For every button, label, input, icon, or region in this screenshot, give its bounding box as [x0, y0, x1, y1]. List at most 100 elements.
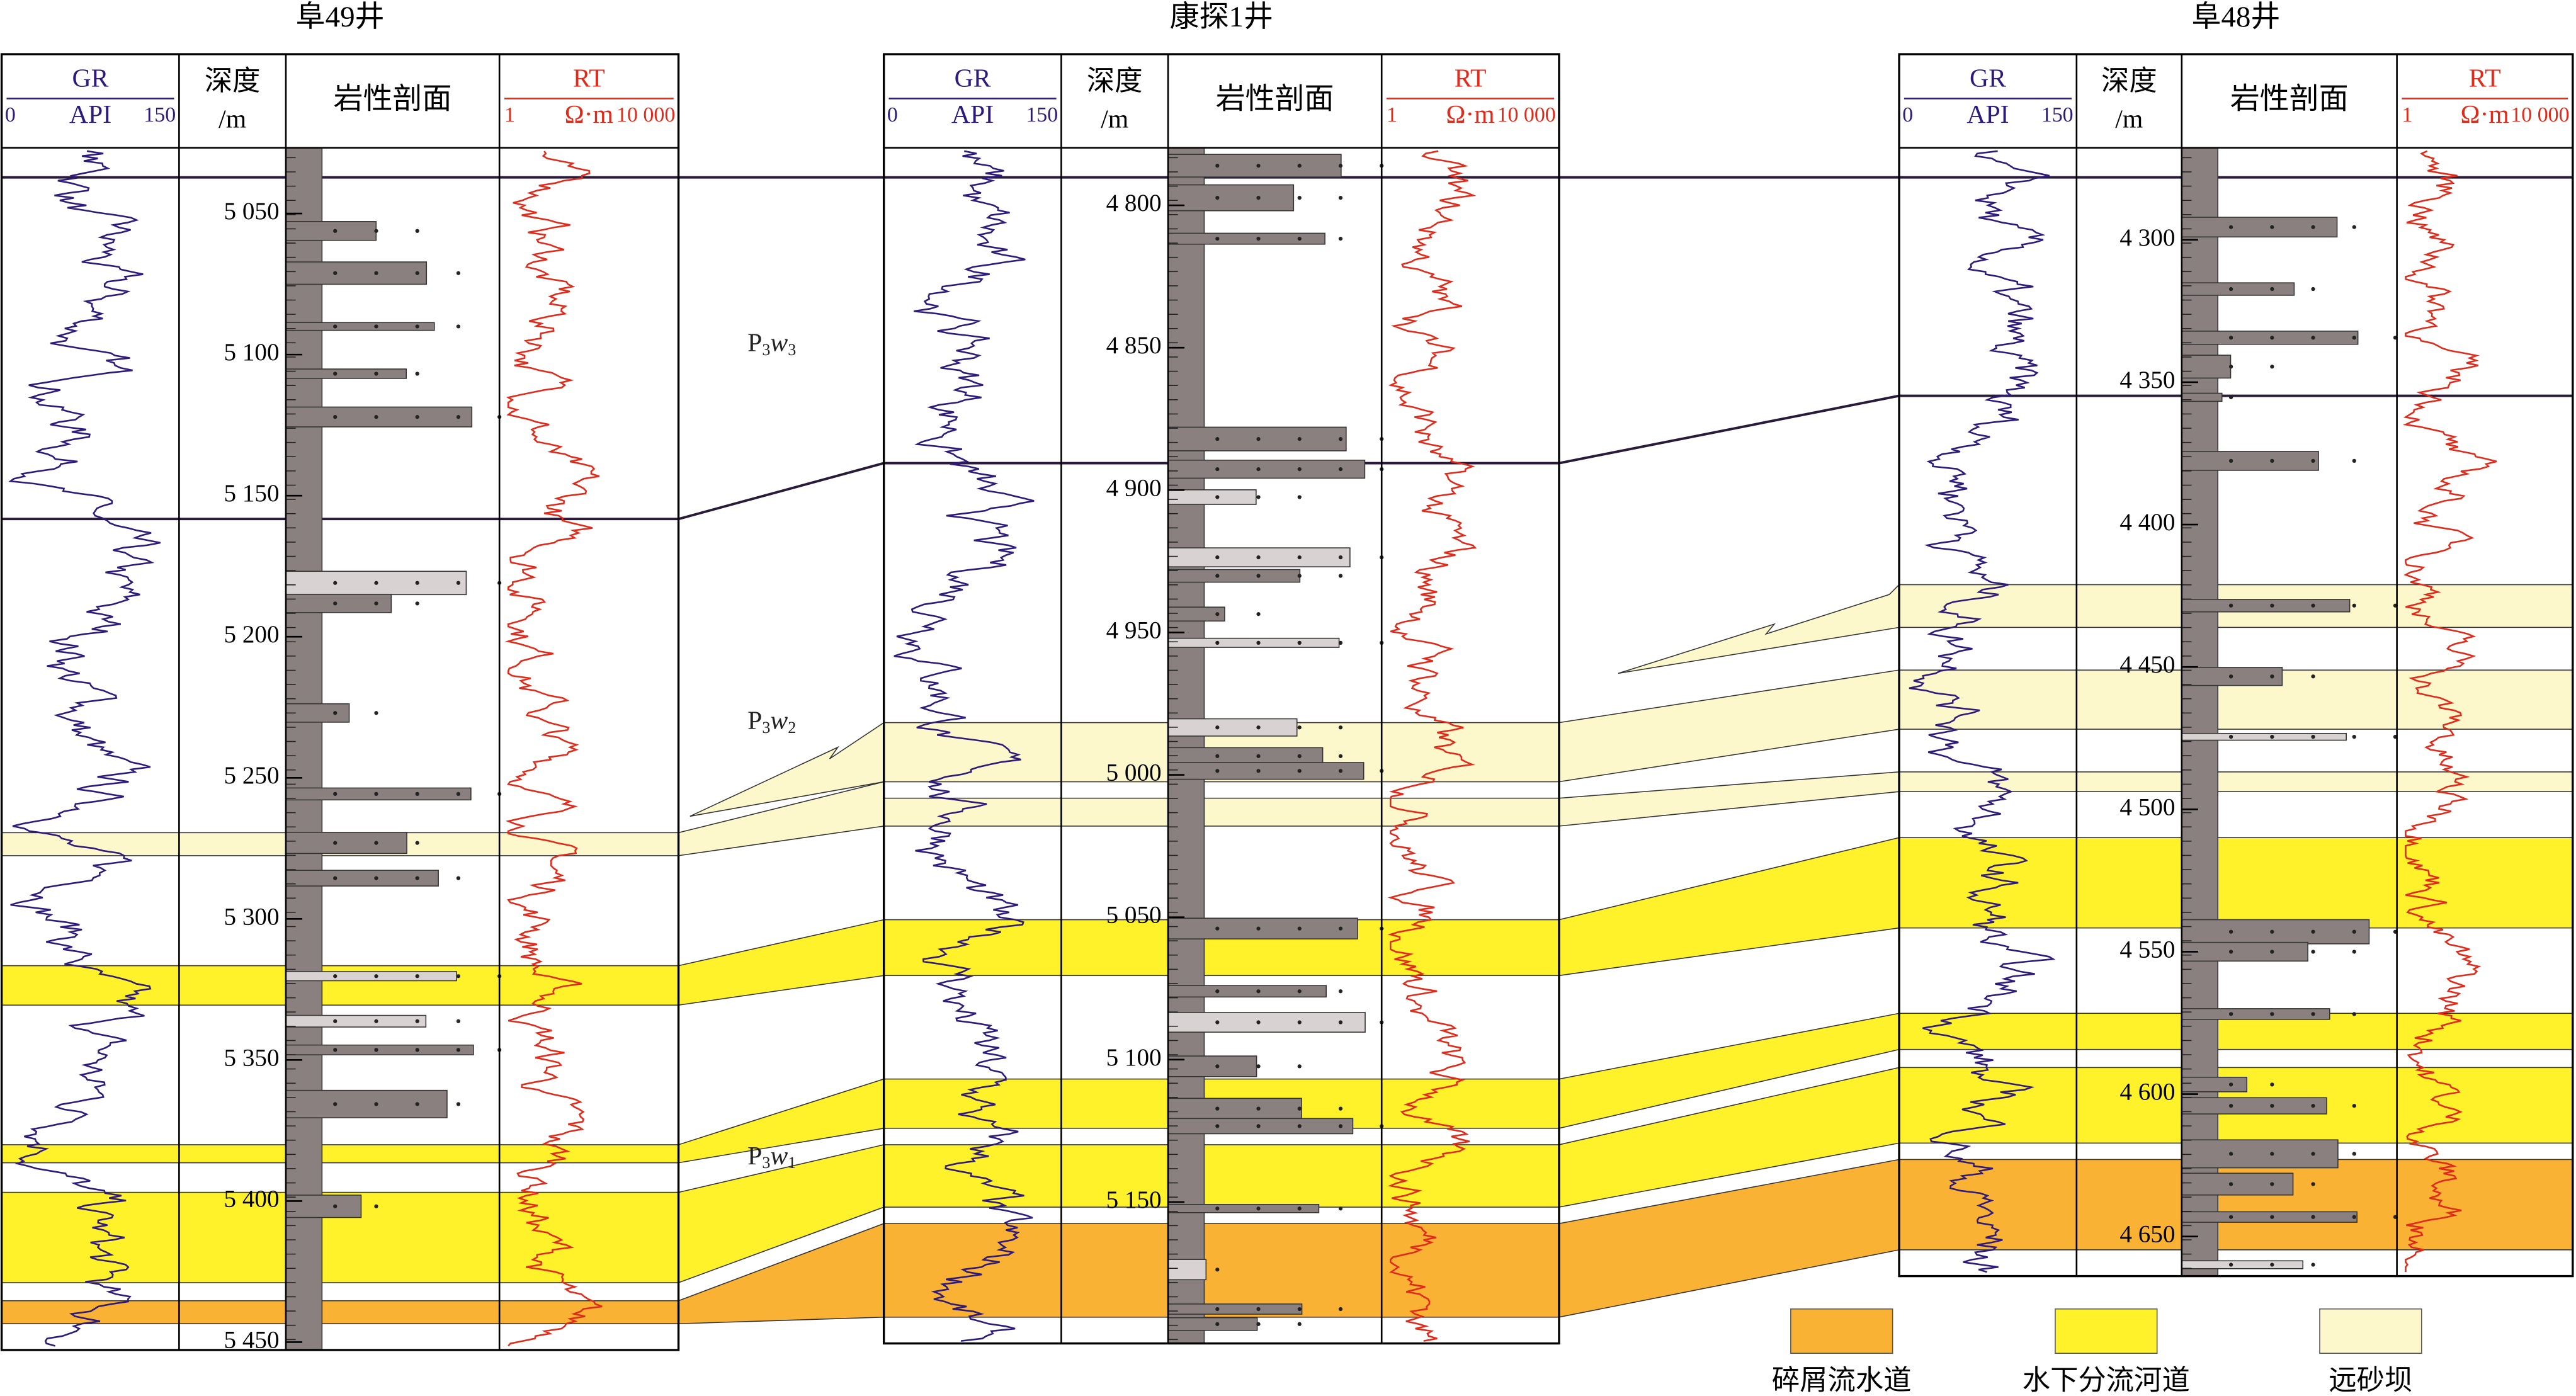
- grain-dot: [2228, 929, 2233, 934]
- formation-part: 3: [788, 341, 796, 359]
- column-header: 1: [2402, 103, 2412, 127]
- column-header: RT: [1455, 64, 1487, 93]
- grain-dot: [1297, 437, 1302, 441]
- grain-dot: [2228, 950, 2233, 954]
- lithology-bed: [1167, 1012, 1366, 1033]
- grain-dot: [333, 1048, 338, 1052]
- column-header: 岩性剖面: [2230, 82, 2349, 115]
- grain-dot: [2228, 287, 2233, 292]
- grain-dot: [1297, 495, 1302, 499]
- column-header: API: [1966, 100, 2009, 129]
- grain-dot: [333, 415, 338, 419]
- formation-part: P: [747, 1141, 762, 1170]
- grain-dot: [1256, 164, 1261, 168]
- grain-dot: [2270, 735, 2274, 739]
- grain-dot: [456, 974, 461, 979]
- lithology-bed: [1167, 1118, 1354, 1135]
- column-header: 深度: [1087, 65, 1143, 96]
- grain-dot: [2228, 1152, 2233, 1156]
- column-header: /m: [218, 105, 246, 134]
- legend-label: 水下分流河道: [2023, 1364, 2190, 1395]
- grain-dot: [1297, 236, 1302, 241]
- grain-dot: [1297, 1307, 1302, 1312]
- well-name: 阜49井: [296, 1, 385, 33]
- grain-dot: [1338, 164, 1343, 168]
- depth-tick-label: 4 300: [2119, 224, 2175, 251]
- column-header: Ω·m: [2461, 100, 2509, 129]
- grain-dot: [2228, 458, 2233, 463]
- grain-dot: [2228, 1082, 2233, 1087]
- column-header: RT: [573, 64, 605, 93]
- depth-tick-label: 4 600: [2119, 1079, 2175, 1106]
- grain-dot: [2270, 1182, 2274, 1186]
- grain-dot: [1215, 640, 1220, 645]
- column-header: GR: [955, 64, 991, 93]
- formation-part: 3: [762, 718, 770, 737]
- grain-dot: [1297, 1124, 1302, 1128]
- grain-dot: [456, 792, 461, 796]
- grain-dot: [1256, 236, 1261, 241]
- grain-dot: [2270, 674, 2274, 679]
- grain-dot: [374, 601, 378, 606]
- facies-connector: [1558, 771, 1900, 827]
- lithology-bed: [285, 1044, 474, 1055]
- legend-swatch: [2319, 1308, 2422, 1354]
- grain-dot: [1338, 555, 1343, 560]
- grain-dot: [1297, 195, 1302, 200]
- grain-dot: [374, 229, 378, 233]
- depth-tick-label: 5 050: [224, 198, 280, 225]
- lithology-bed: [2181, 355, 2232, 379]
- facies-band: [883, 797, 1560, 827]
- grain-dot: [2228, 1215, 2233, 1219]
- lithology-bed: [285, 368, 407, 379]
- log-curve: [1909, 150, 2056, 1273]
- grain-dot: [1338, 1106, 1343, 1111]
- grain-dot: [374, 876, 378, 880]
- grain-dot: [2352, 458, 2356, 463]
- grain-dot: [1256, 1106, 1261, 1111]
- column-header: GR: [72, 64, 109, 93]
- grain-dot: [1338, 754, 1343, 758]
- column-header: /m: [1101, 105, 1128, 134]
- grain-dot: [1215, 1064, 1220, 1069]
- grain-dot: [2352, 1104, 2356, 1108]
- lithology-bed: [1167, 637, 1340, 648]
- lithology-bed: [1167, 1098, 1302, 1120]
- grain-dot: [415, 1102, 419, 1106]
- log-curve: [8, 150, 161, 1347]
- grain-dot: [1338, 989, 1343, 994]
- lithology-bed: [1167, 917, 1358, 939]
- depth-tick-label: 4 400: [2119, 509, 2175, 536]
- grain-dot: [1215, 1020, 1220, 1024]
- grain-dot: [333, 324, 338, 329]
- grain-dot: [1338, 926, 1343, 931]
- grain-dot: [415, 372, 419, 376]
- depth-tick-label: 4 350: [2119, 366, 2175, 394]
- column-header: GR: [1970, 64, 2006, 93]
- grain-dot: [2270, 1082, 2274, 1087]
- column-header: 岩性剖面: [1216, 82, 1334, 115]
- grain-dot: [1297, 467, 1302, 472]
- grain-dot: [333, 974, 338, 979]
- lithology-bed: [1167, 489, 1257, 505]
- grain-dot: [374, 841, 378, 845]
- grain-dot: [1215, 1124, 1220, 1128]
- grain-dot: [2352, 225, 2356, 229]
- grain-dot: [1215, 555, 1220, 560]
- grain-dot: [2228, 1182, 2233, 1186]
- grain-dot: [1215, 769, 1220, 773]
- grain-dot: [374, 792, 378, 796]
- grain-dot: [1256, 926, 1261, 931]
- grain-dot: [2352, 603, 2356, 608]
- grain-dot: [2352, 1152, 2356, 1156]
- lithology-bed: [2181, 919, 2370, 945]
- facies-connector: [1558, 837, 1900, 977]
- formation-part: 2: [788, 718, 796, 737]
- grain-dot: [374, 581, 378, 585]
- grain-dot: [456, 271, 461, 275]
- lithology-bed: [285, 1195, 362, 1218]
- facies-band: [1, 1144, 679, 1164]
- grain-dot: [2270, 287, 2274, 292]
- grain-dot: [2311, 735, 2315, 739]
- formation-label: P3w2: [747, 706, 796, 737]
